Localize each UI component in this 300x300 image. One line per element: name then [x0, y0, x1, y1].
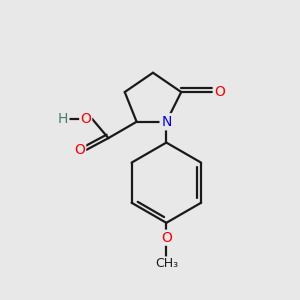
Text: N: N [161, 115, 172, 129]
Text: O: O [161, 231, 172, 245]
Text: O: O [80, 112, 91, 126]
Text: O: O [214, 85, 225, 99]
Text: H: H [58, 112, 68, 126]
Text: CH₃: CH₃ [155, 257, 178, 270]
Text: O: O [74, 143, 85, 157]
